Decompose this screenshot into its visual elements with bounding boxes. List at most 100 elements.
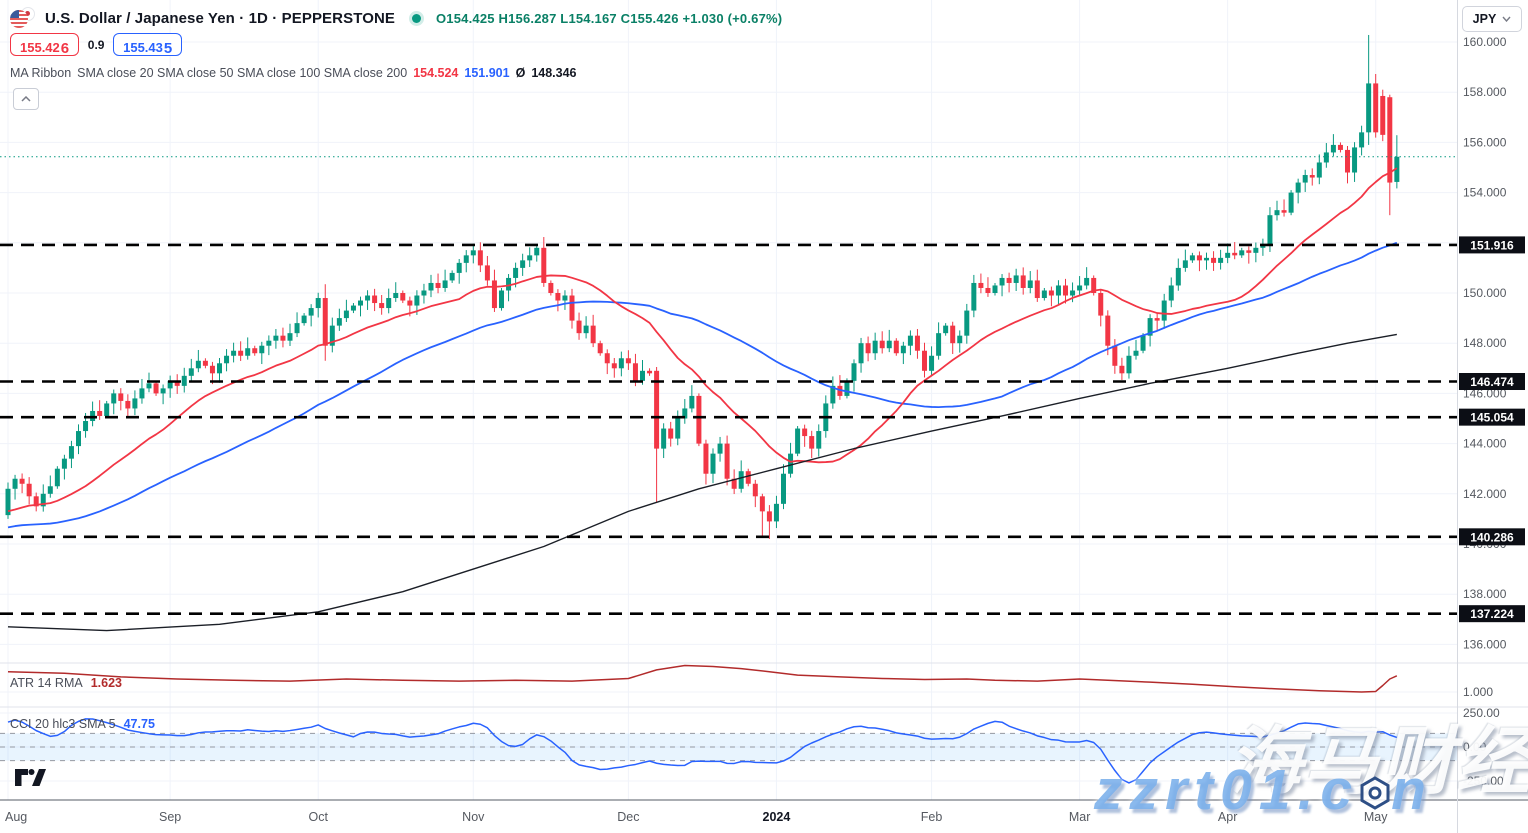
cci-tick-label: 250.00 xyxy=(1463,706,1500,720)
candle-body xyxy=(773,503,779,522)
candle-body xyxy=(97,410,103,416)
time-tick-label: Sep xyxy=(159,810,181,824)
candle-body xyxy=(132,398,138,409)
candle-body xyxy=(922,350,927,371)
sma20-value: 154.524 xyxy=(413,66,459,80)
candle-body xyxy=(202,360,208,366)
candle-body xyxy=(386,298,392,309)
candle-body xyxy=(893,340,899,354)
candle-body xyxy=(1281,210,1287,213)
price-level-badge-text: 146.474 xyxy=(1470,375,1514,389)
price-tick-label: 144.000 xyxy=(1463,437,1507,451)
candle-body xyxy=(224,355,230,364)
candle-body xyxy=(534,247,540,256)
candlestick-series xyxy=(5,34,1400,539)
candle-body xyxy=(435,282,441,288)
candle-body xyxy=(943,325,949,334)
watermark-site-text: zzrt01.c n xyxy=(1094,758,1433,822)
indicator-legend-ma-ribbon[interactable]: MA Ribbon SMA close 20 SMA close 50 SMA … xyxy=(10,66,577,80)
candle-body xyxy=(1309,175,1315,178)
atr-line xyxy=(7,664,1398,693)
candle-body xyxy=(61,458,67,469)
candle-body xyxy=(1260,245,1266,248)
candle-body xyxy=(231,350,237,356)
price-level-badge-text: 140.286 xyxy=(1470,530,1514,544)
price-tick-label: 150.000 xyxy=(1463,286,1507,300)
candle-body xyxy=(1027,280,1033,288)
candle-body xyxy=(1034,280,1040,299)
candle-body xyxy=(68,446,74,459)
candle-body xyxy=(238,350,244,356)
candle-body xyxy=(830,385,836,404)
candle-body xyxy=(611,363,617,369)
candle-body xyxy=(569,295,575,321)
sma200-value: 148.346 xyxy=(531,66,577,80)
candle-body xyxy=(936,333,942,356)
average-symbol: Ø xyxy=(515,66,526,80)
sell-button[interactable]: 155.42 6 xyxy=(10,33,80,56)
indicator-params: SMA close 20 SMA close 50 SMA close 100 … xyxy=(77,66,408,80)
candle-body xyxy=(604,353,610,364)
candle-body xyxy=(555,293,561,301)
candle-body xyxy=(167,380,173,389)
price-axis[interactable]: 160.000 158.000 156.000 154.000 150.000 148.0… xyxy=(1459,35,1525,788)
candle-body xyxy=(484,265,490,281)
candle-body xyxy=(1196,255,1202,261)
candle-body xyxy=(26,483,32,497)
candle-body xyxy=(1140,335,1146,351)
candle-body xyxy=(315,298,321,309)
price-scale-currency-dropdown[interactable]: JPY xyxy=(1462,6,1522,32)
candle-body xyxy=(449,272,455,281)
candle-body xyxy=(428,282,434,291)
candle-body xyxy=(766,511,772,522)
candle-body xyxy=(1267,215,1273,246)
candle-body xyxy=(710,453,716,474)
candle-body xyxy=(1323,152,1329,163)
candle-body xyxy=(957,335,963,344)
exchange-label: PEPPERSTONE xyxy=(281,9,395,27)
candle-body xyxy=(400,293,406,301)
candle-body xyxy=(703,443,709,474)
market-open-dot-icon[interactable] xyxy=(412,13,421,23)
candle-body xyxy=(851,363,857,381)
price-tick-label: 138.000 xyxy=(1463,587,1507,601)
candle-body xyxy=(421,290,427,296)
candle-body xyxy=(442,280,448,288)
candle-body xyxy=(139,388,145,399)
candle-body xyxy=(527,255,533,261)
candle-body xyxy=(1084,277,1090,286)
candle-body xyxy=(1302,175,1308,183)
time-tick-label: Oct xyxy=(308,810,328,824)
candle-body xyxy=(858,343,864,364)
candle-body xyxy=(358,300,363,306)
candle-body xyxy=(548,282,554,293)
horizontal-level-lines[interactable] xyxy=(0,243,1457,615)
candle-body xyxy=(788,453,794,474)
collapse-legend-button[interactable] xyxy=(13,88,39,110)
indicator-title: MA Ribbon xyxy=(10,66,72,80)
buy-button[interactable]: 155.43 5 xyxy=(113,33,183,56)
symbol-title[interactable]: U.S. Dollar / Japanese Yen · 1D · PEPPER… xyxy=(45,9,395,27)
candle-body xyxy=(125,400,131,409)
candle-body xyxy=(576,320,582,334)
atr-tick-label: 1.000 xyxy=(1463,685,1493,699)
tradingview-logo-icon xyxy=(15,769,46,786)
candle-body xyxy=(259,345,265,354)
candle-body xyxy=(590,325,596,344)
candle-body xyxy=(1366,83,1372,133)
indicator-legend-atr[interactable]: ATR 14 RMA 1.623 xyxy=(10,676,122,690)
candle-body xyxy=(287,333,293,341)
indicator-legend-cci[interactable]: CCI 20 hlc3 SMA 5 47.75 xyxy=(10,717,155,731)
candle-body xyxy=(336,318,342,326)
time-axis[interactable]: Aug Sep Oct Nov Dec 2024 Feb Mar Apr May xyxy=(5,810,1388,824)
candle-body xyxy=(964,310,970,336)
candle-body xyxy=(1394,156,1400,182)
candle-body xyxy=(188,368,194,376)
tradingview-logo[interactable] xyxy=(14,769,47,791)
sma50-value: 151.901 xyxy=(464,66,510,80)
time-tick-label: Feb xyxy=(921,810,943,824)
price-tick-label: 154.000 xyxy=(1463,186,1507,200)
candle-body xyxy=(1218,257,1224,263)
